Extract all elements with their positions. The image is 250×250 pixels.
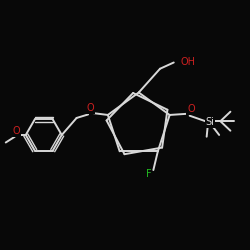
Text: OH: OH (181, 57, 196, 67)
Text: O: O (187, 104, 195, 114)
Text: O: O (12, 126, 20, 136)
Text: F: F (146, 169, 152, 179)
Text: O: O (87, 104, 94, 114)
Text: Si: Si (206, 118, 214, 128)
